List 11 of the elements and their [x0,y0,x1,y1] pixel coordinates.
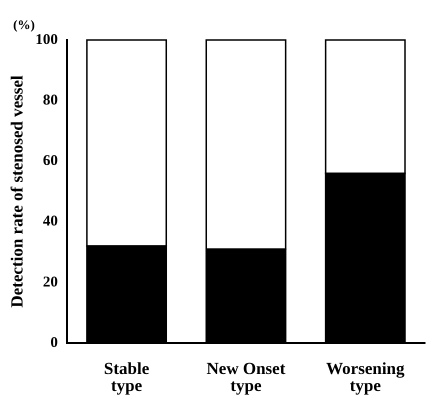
y-tick-label: 80 [42,92,58,108]
y-tick-label: 0 [50,334,58,351]
text: (%) [13,16,35,32]
x-tick-label: New Onset type [206,358,286,395]
y-tick-label: 20 [42,274,58,290]
y-tick-label: 100 [35,32,58,48]
y-axis-title: Detection rate of stenosed vessel [8,75,27,308]
x-tick-label: Worsening type [326,358,406,395]
x-tick-label: Stable type [104,358,150,395]
y-tick-label: 60 [42,153,58,170]
y-tick-label: 40 [42,214,58,230]
